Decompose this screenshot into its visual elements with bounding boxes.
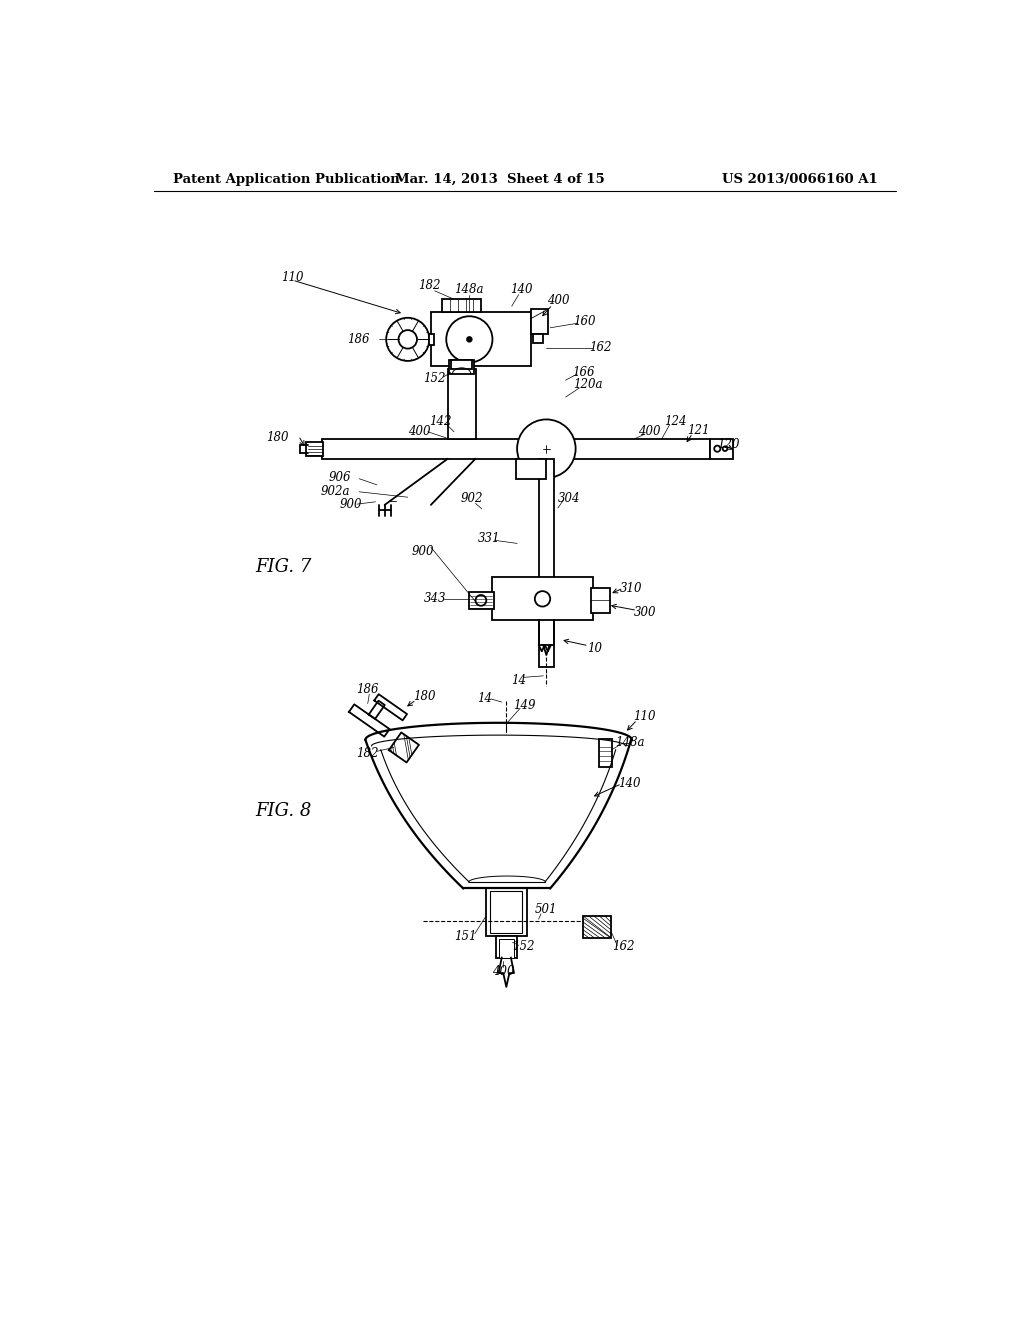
- Text: 501: 501: [536, 903, 558, 916]
- Bar: [442, 298, 481, 313]
- Bar: [322, 438, 710, 459]
- Text: 124: 124: [665, 416, 687, 428]
- Text: 900: 900: [340, 499, 362, 511]
- Circle shape: [467, 337, 472, 342]
- Text: 186: 186: [356, 684, 379, 696]
- Bar: [450, 360, 474, 374]
- Circle shape: [517, 420, 575, 478]
- Text: 166: 166: [572, 366, 595, 379]
- Text: 148a: 148a: [614, 737, 644, 750]
- Text: 180: 180: [266, 430, 289, 444]
- Text: 182: 182: [356, 747, 379, 760]
- Bar: [515, 459, 547, 479]
- Text: Patent Application Publication: Patent Application Publication: [173, 173, 399, 186]
- Circle shape: [535, 591, 550, 607]
- Bar: [306, 442, 323, 455]
- Bar: [531, 309, 548, 334]
- Bar: [469, 591, 494, 609]
- Bar: [447, 370, 475, 438]
- Circle shape: [475, 595, 486, 606]
- Bar: [539, 459, 554, 667]
- Text: 400: 400: [408, 425, 430, 438]
- Text: 162: 162: [589, 342, 611, 354]
- Text: 110: 110: [281, 271, 303, 284]
- Bar: [584, 916, 611, 937]
- Text: 140: 140: [618, 777, 641, 791]
- Bar: [591, 589, 609, 612]
- Text: 343: 343: [424, 593, 446, 606]
- Text: 140: 140: [510, 282, 532, 296]
- Text: 304: 304: [558, 492, 581, 506]
- Text: 152: 152: [424, 372, 446, 385]
- Text: 14: 14: [477, 693, 493, 705]
- Text: 331: 331: [477, 532, 500, 545]
- Text: 906: 906: [329, 471, 351, 484]
- Circle shape: [446, 317, 493, 363]
- Bar: [431, 313, 531, 367]
- Bar: [499, 940, 514, 958]
- Text: 149: 149: [514, 698, 536, 711]
- Text: 900: 900: [412, 545, 434, 557]
- Text: 152: 152: [512, 940, 535, 953]
- Text: 902: 902: [461, 492, 483, 506]
- Text: 160: 160: [573, 315, 596, 329]
- Text: Mar. 14, 2013  Sheet 4 of 15: Mar. 14, 2013 Sheet 4 of 15: [395, 173, 605, 186]
- Text: FIG. 8: FIG. 8: [255, 803, 311, 820]
- Bar: [599, 739, 611, 767]
- Text: 151: 151: [455, 929, 477, 942]
- Text: 14: 14: [511, 675, 526, 686]
- Text: 120a: 120a: [573, 379, 603, 391]
- Text: 162: 162: [612, 940, 635, 953]
- Text: 310: 310: [620, 582, 642, 594]
- Text: 120: 120: [717, 438, 739, 451]
- Text: US 2013/0066160 A1: US 2013/0066160 A1: [722, 173, 878, 186]
- Text: 186: 186: [347, 333, 370, 346]
- Bar: [710, 438, 733, 459]
- Text: 902a: 902a: [321, 484, 350, 498]
- Text: 400: 400: [638, 425, 660, 438]
- Bar: [451, 360, 472, 370]
- Text: 400: 400: [492, 965, 514, 978]
- Text: 180: 180: [414, 690, 436, 704]
- Bar: [532, 334, 544, 343]
- Text: 400: 400: [547, 294, 569, 308]
- Bar: [490, 891, 522, 933]
- Text: 121: 121: [687, 425, 710, 437]
- Text: 182: 182: [418, 279, 440, 292]
- Bar: [496, 936, 517, 958]
- Circle shape: [723, 446, 727, 451]
- Bar: [485, 888, 527, 936]
- Text: 300: 300: [634, 606, 656, 619]
- Circle shape: [714, 446, 720, 451]
- Text: 142: 142: [429, 416, 452, 428]
- Bar: [429, 334, 434, 345]
- Text: 110: 110: [634, 710, 656, 723]
- Text: 148a: 148a: [455, 282, 484, 296]
- Text: FIG. 7: FIG. 7: [255, 557, 311, 576]
- Circle shape: [386, 318, 429, 360]
- Bar: [493, 577, 593, 620]
- Text: 10: 10: [588, 642, 602, 655]
- Circle shape: [398, 330, 417, 348]
